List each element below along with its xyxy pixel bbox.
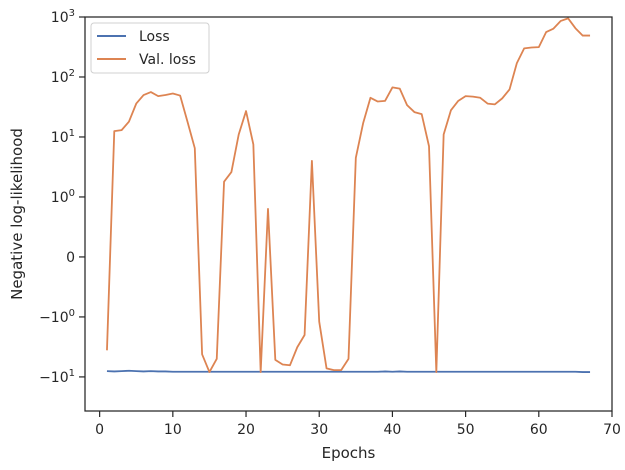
legend: Loss Val. loss bbox=[90, 22, 210, 74]
y-tick-label: 103 bbox=[51, 8, 75, 26]
x-ticks: 0 10 20 30 40 50 60 70 bbox=[95, 411, 621, 438]
series-layer bbox=[106, 17, 591, 373]
x-tick-label: 0 bbox=[95, 422, 104, 438]
y-tick-label: −100 bbox=[39, 308, 75, 326]
y-tick-label: 101 bbox=[51, 128, 75, 146]
x-tick-label: 20 bbox=[237, 422, 255, 438]
plot-frame bbox=[84, 16, 613, 412]
x-tick-label: 70 bbox=[603, 422, 621, 438]
x-tick-label: 50 bbox=[457, 422, 475, 438]
x-axis-label: Epochs bbox=[322, 444, 376, 462]
x-tick-label: 40 bbox=[384, 422, 402, 438]
y-tick-label: 102 bbox=[51, 68, 75, 86]
series-line-val-loss bbox=[106, 17, 591, 373]
legend-label-loss: Loss bbox=[139, 29, 170, 45]
x-tick-label: 30 bbox=[310, 422, 328, 438]
y-axis-label: Negative log-likelihood bbox=[8, 128, 26, 300]
y-tick-label: −101 bbox=[39, 368, 75, 386]
x-tick-label: 60 bbox=[530, 422, 548, 438]
y-tick-label: 0 bbox=[66, 250, 75, 266]
series-line-loss bbox=[106, 369, 591, 373]
x-tick-label: 10 bbox=[164, 422, 182, 438]
legend-label-val-loss: Val. loss bbox=[139, 52, 196, 68]
y-tick-label: 100 bbox=[51, 188, 75, 206]
y-ticks: −101 −100 0 100 101 102 103 bbox=[39, 8, 85, 386]
